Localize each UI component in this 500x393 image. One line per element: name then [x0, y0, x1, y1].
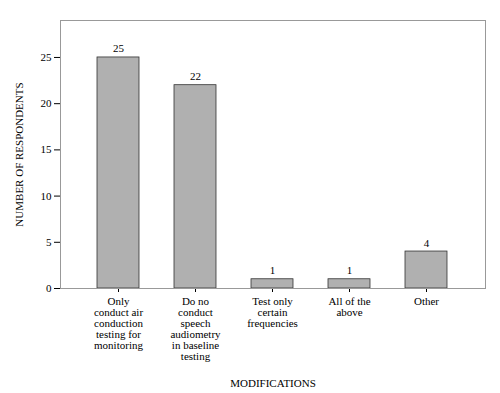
svg-text:25: 25: [113, 42, 125, 54]
svg-text:5: 5: [46, 236, 52, 248]
svg-text:4: 4: [424, 237, 430, 249]
svg-text:20: 20: [41, 97, 53, 109]
svg-text:NUMBER OF RESPONDENTS: NUMBER OF RESPONDENTS: [13, 82, 25, 226]
svg-text:25: 25: [41, 51, 53, 63]
svg-text:Test onlycertainfrequencies: Test onlycertainfrequencies: [247, 295, 298, 329]
svg-text:Onlyconduct airconductiontesti: Onlyconduct airconductiontesting formoni…: [94, 295, 144, 351]
svg-text:22: 22: [190, 70, 201, 82]
svg-text:1: 1: [347, 264, 353, 276]
svg-text:0: 0: [46, 282, 52, 294]
svg-text:Do noconductspeechaudiometryin: Do noconductspeechaudiometryin baselinet…: [170, 295, 221, 362]
svg-text:10: 10: [41, 190, 53, 202]
svg-text:1: 1: [270, 264, 276, 276]
svg-text:15: 15: [41, 143, 53, 155]
svg-text:Other: Other: [414, 295, 439, 307]
svg-text:MODIFICATIONS: MODIFICATIONS: [230, 377, 316, 389]
svg-text:All of theabove: All of theabove: [328, 295, 370, 318]
